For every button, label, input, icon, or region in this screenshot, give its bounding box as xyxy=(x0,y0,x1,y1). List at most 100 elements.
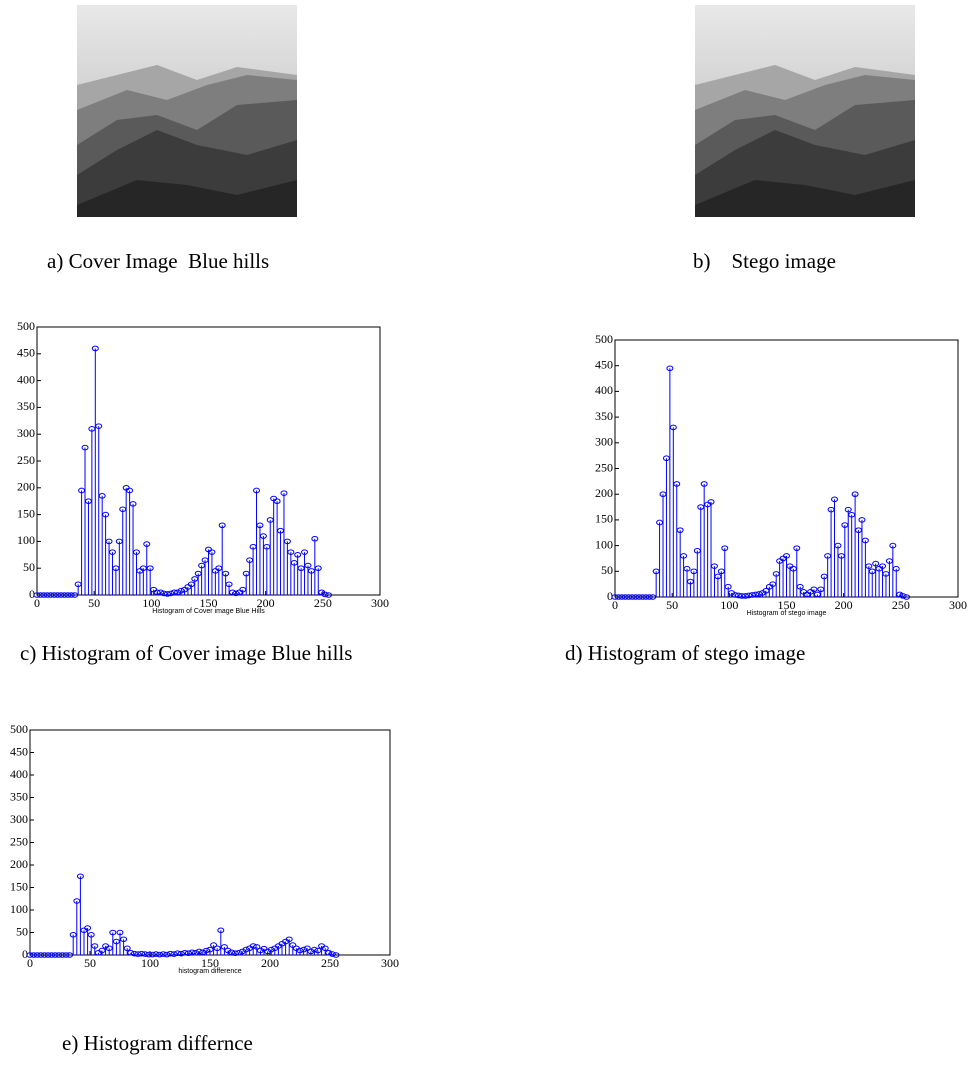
x-tick-label: 200 xyxy=(835,598,853,612)
stem-marker xyxy=(614,594,622,600)
stem-marker xyxy=(314,565,322,572)
y-tick-label: 500 xyxy=(10,722,28,736)
stem-marker xyxy=(95,423,103,429)
stem-marker xyxy=(228,949,236,956)
stem-marker xyxy=(287,549,295,555)
y-tick-label: 200 xyxy=(17,480,35,494)
caption: d) Histogram of stego image xyxy=(565,641,805,665)
stem-marker xyxy=(91,345,99,352)
x-tick-label: 200 xyxy=(257,596,275,610)
x-tick-label: 300 xyxy=(371,596,389,610)
stem-marker xyxy=(879,563,887,569)
stem-marker xyxy=(40,592,48,598)
x-tick-label: 100 xyxy=(720,598,738,612)
x-tick-label: 0 xyxy=(612,598,618,612)
stem-marker xyxy=(222,570,230,577)
stem-marker xyxy=(30,952,38,958)
y-tick-label: 150 xyxy=(10,879,28,893)
stem-marker xyxy=(87,931,95,938)
stem-marker xyxy=(314,947,322,954)
stem-marker xyxy=(91,943,99,949)
stem-marker xyxy=(202,947,210,954)
stem-marker xyxy=(280,490,288,496)
stem-marker xyxy=(700,481,708,487)
y-tick-label: 400 xyxy=(17,372,35,386)
stem-marker xyxy=(831,496,839,503)
stem-marker xyxy=(76,873,84,880)
stem-marker xyxy=(188,949,196,956)
y-tick-label: 100 xyxy=(10,902,28,916)
y-tick-label: 450 xyxy=(17,346,35,360)
x-axis-title: Histogram of stego image xyxy=(747,610,827,617)
stem-marker xyxy=(126,487,134,494)
x-tick-label: 250 xyxy=(314,596,332,610)
x-axis-title: histogram difference xyxy=(178,968,241,975)
stem-marker xyxy=(127,949,135,956)
stem-marker xyxy=(130,950,138,957)
stem-marker xyxy=(253,944,261,950)
stem-marker xyxy=(105,945,113,952)
y-tick-label: 450 xyxy=(595,357,613,371)
y-tick-label: 50 xyxy=(16,924,28,938)
stem-marker xyxy=(810,586,818,593)
stem-marker xyxy=(635,594,643,600)
x-tick-label: 50 xyxy=(84,956,96,970)
stem-marker xyxy=(632,594,640,600)
stem-marker xyxy=(120,936,128,943)
y-tick-label: 0 xyxy=(22,947,28,961)
stem-marker xyxy=(50,592,58,598)
x-tick-label: 300 xyxy=(949,598,967,612)
y-tick-label: 400 xyxy=(595,383,613,397)
y-tick-label: 100 xyxy=(595,537,613,551)
y-tick-label: 50 xyxy=(601,563,613,577)
stem-marker xyxy=(325,949,333,956)
stem-marker xyxy=(132,549,140,555)
cover-image xyxy=(77,5,297,217)
stem-marker xyxy=(273,498,281,505)
stem-marker xyxy=(229,589,237,596)
stem-marker xyxy=(55,952,63,958)
x-tick-label: 150 xyxy=(201,956,219,970)
stem-marker xyxy=(903,594,911,600)
stem-marker xyxy=(235,949,243,956)
stem-marker xyxy=(160,590,168,597)
stem-marker xyxy=(618,594,626,600)
stem-marker xyxy=(638,594,646,600)
stem-marker xyxy=(54,592,62,598)
plot-frame xyxy=(29,729,391,956)
stem-marker xyxy=(143,541,151,547)
stem-marker xyxy=(58,952,66,958)
stem-marker xyxy=(294,552,302,558)
stem-marker xyxy=(300,946,308,953)
stem-marker xyxy=(177,950,185,957)
stem-marker xyxy=(285,936,293,943)
stem-marker xyxy=(296,947,304,954)
stem-marker xyxy=(60,592,68,598)
stem-marker xyxy=(858,517,866,523)
stem-marker xyxy=(611,594,619,600)
caption: b) Stego image xyxy=(693,249,836,273)
x-tick-label: 50 xyxy=(88,596,100,610)
stem-marker xyxy=(26,952,34,958)
stem-marker xyxy=(669,424,677,431)
stem-marker xyxy=(146,565,154,572)
stem-marker xyxy=(210,942,218,948)
stem-marker xyxy=(707,499,715,505)
stem-marker xyxy=(174,950,182,957)
stem-marker xyxy=(676,527,684,533)
stem-marker xyxy=(851,491,859,498)
stem-marker xyxy=(213,945,221,952)
stem-marker xyxy=(872,560,880,567)
stem-marker xyxy=(134,951,142,957)
y-tick-label: 0 xyxy=(29,587,35,601)
stem-marker xyxy=(163,951,171,958)
y-tick-label: 0 xyxy=(607,589,613,603)
stem-marker xyxy=(156,951,164,958)
stem-marker xyxy=(37,952,45,958)
stem-marker xyxy=(116,929,124,936)
stem-marker xyxy=(834,542,842,549)
stem-marker xyxy=(303,945,311,952)
x-tick-label: 50 xyxy=(666,598,678,612)
stem-marker xyxy=(301,549,309,555)
stem-marker xyxy=(112,938,120,945)
